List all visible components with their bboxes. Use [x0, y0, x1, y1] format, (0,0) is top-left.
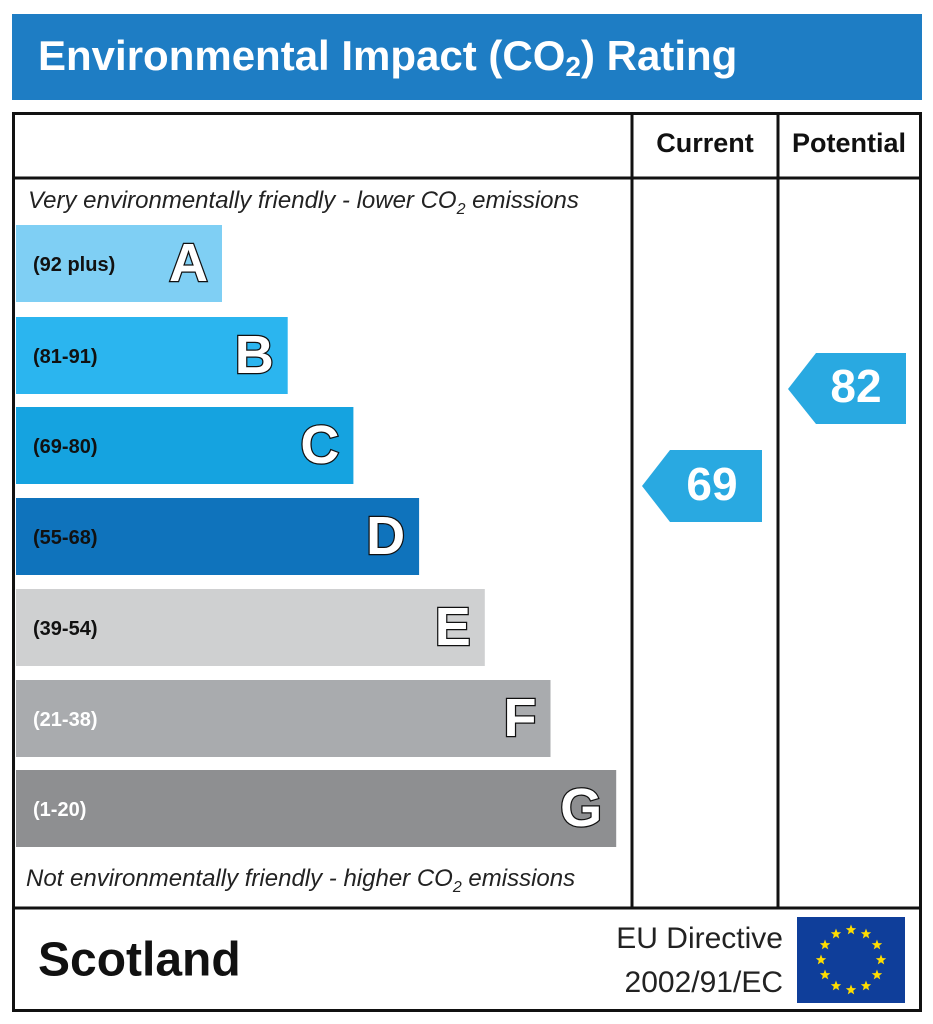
- directive: 2002/91/EC: [625, 966, 783, 999]
- title-text: ) Rating: [581, 32, 737, 79]
- note-text: emissions: [462, 865, 575, 892]
- title-sub: 2: [565, 51, 581, 82]
- eu-star: [871, 969, 883, 980]
- eu-star: [830, 928, 842, 939]
- band-letter: F: [504, 688, 537, 748]
- band-letter: B: [235, 325, 274, 385]
- eu-star: [845, 924, 857, 935]
- bottom-note: Not environmentally friendly - higher CO…: [26, 865, 575, 896]
- eu-star: [875, 954, 887, 965]
- band-bar: [16, 225, 222, 302]
- eu-stars: [815, 924, 887, 995]
- note-sub: 2: [456, 201, 466, 218]
- band-letter: G: [560, 778, 602, 838]
- current-value: 69: [686, 458, 737, 510]
- note-text: emissions: [466, 187, 579, 214]
- band-letter: C: [300, 415, 339, 475]
- eu-star: [819, 969, 831, 980]
- column-header: Potential: [792, 128, 906, 158]
- band-letter: A: [169, 233, 208, 293]
- band-bar: [16, 407, 354, 484]
- directive: EU Directive: [616, 922, 783, 955]
- eu-star: [830, 980, 842, 991]
- band-letter: D: [366, 506, 405, 566]
- band-bar: [16, 498, 420, 575]
- band-range: (21-38): [33, 709, 97, 731]
- title: Environmental Impact (CO2) Rating: [38, 32, 737, 82]
- potential-arrow: [788, 353, 906, 424]
- bands: (92 plus) A (81-91) B (69-80) C (55-68) D (39-54…: [16, 225, 617, 847]
- eu-star: [871, 939, 883, 950]
- eu-star: [860, 980, 872, 991]
- eu-star: [845, 984, 857, 995]
- band-bar: [16, 680, 551, 757]
- title-text: Environmental Impact (CO: [38, 32, 565, 79]
- note-sub: 2: [452, 879, 462, 896]
- band-bar: [16, 589, 485, 666]
- frame: [12, 112, 922, 1012]
- column-header: Current: [656, 128, 754, 158]
- band-letter: E: [435, 597, 471, 657]
- band-range: (81-91): [33, 346, 97, 368]
- eu-star: [860, 928, 872, 939]
- band-bar: [16, 770, 617, 847]
- top-note: Very environmentally friendly - lower CO…: [28, 187, 579, 218]
- band-range: (1-20): [33, 799, 86, 821]
- band-range: (55-68): [33, 527, 97, 549]
- eu-star: [815, 954, 827, 965]
- title-bar: [12, 14, 922, 100]
- note-text: Very environmentally friendly - lower CO: [28, 187, 457, 214]
- band-range: (39-54): [33, 618, 97, 640]
- band-bar: [16, 317, 288, 394]
- note-text: Not environmentally friendly - higher CO: [26, 865, 453, 892]
- band-range: (92 plus): [33, 254, 115, 276]
- country: Scotland: [38, 934, 241, 987]
- eu-star: [819, 939, 831, 950]
- current-arrow: [642, 450, 762, 522]
- band-range: (69-80): [33, 436, 97, 458]
- potential-value: 82: [830, 360, 881, 412]
